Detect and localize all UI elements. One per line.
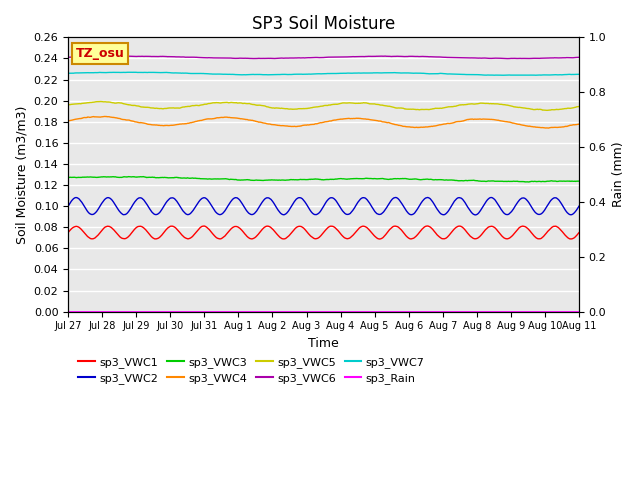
X-axis label: Time: Time [308,337,339,350]
Y-axis label: Rain (mm): Rain (mm) [612,142,625,207]
Text: TZ_osu: TZ_osu [76,47,125,60]
Title: SP3 Soil Moisture: SP3 Soil Moisture [252,15,395,33]
Y-axis label: Soil Moisture (m3/m3): Soil Moisture (m3/m3) [15,105,28,244]
Legend: sp3_VWC1, sp3_VWC2, sp3_VWC3, sp3_VWC4, sp3_VWC5, sp3_VWC6, sp3_VWC7, sp3_Rain: sp3_VWC1, sp3_VWC2, sp3_VWC3, sp3_VWC4, … [74,352,429,388]
